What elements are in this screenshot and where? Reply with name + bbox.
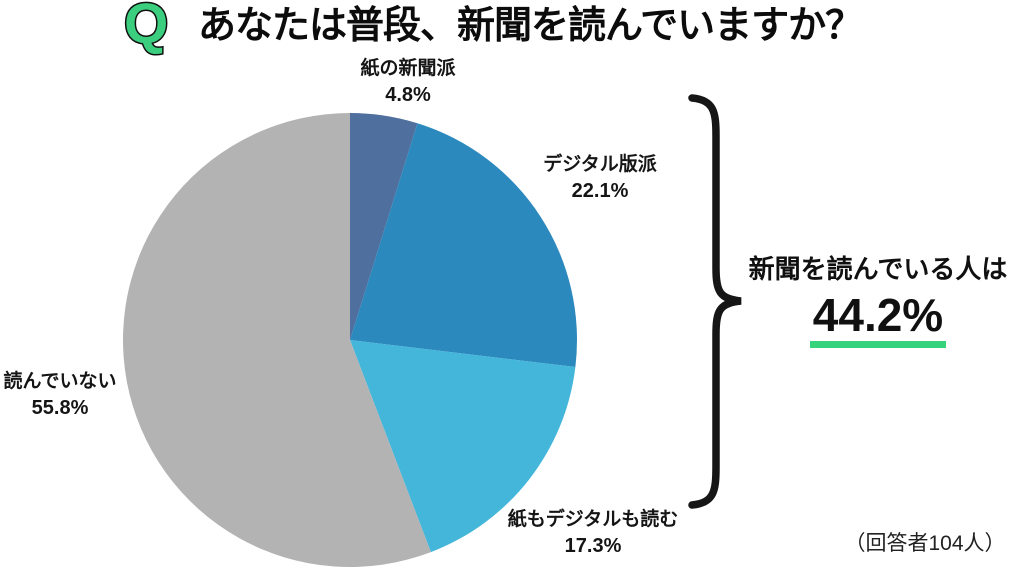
- pie-label-paper-value: 4.8%: [385, 84, 431, 107]
- annotation: 新聞を読んでいる人は 44.2%: [740, 249, 1016, 349]
- pie-label-paper-name: 紙の新聞派: [360, 58, 456, 79]
- question-icon: Q: [122, 0, 169, 58]
- annotation-value: 44.2%: [809, 291, 947, 349]
- pie-label-digital-name: デジタル版派: [543, 154, 657, 175]
- pie-slice-1: [350, 113, 418, 340]
- pie-label-digital: デジタル版派 22.1%: [495, 152, 705, 206]
- pie-label-paper: 紙の新聞派 4.8%: [318, 56, 498, 110]
- page-title: あなたは普段、新聞を読んでいますか？: [198, 5, 863, 47]
- annotation-lead: 新聞を読んでいる人は: [748, 254, 1008, 284]
- pie-slice-4: [122, 113, 431, 567]
- pie-label-digital-value: 22.1%: [571, 180, 629, 203]
- pie-label-both-name: 紙もデジタルも読む: [507, 509, 679, 530]
- pie-label-none-name: 読んでいない: [3, 371, 117, 392]
- pie-label-both-value: 17.3%: [564, 535, 622, 558]
- pie-label-both: 紙もデジタルも読む 17.3%: [463, 507, 723, 561]
- respondents-note: （回答者104人）: [844, 532, 1006, 555]
- pie-label-none-value: 55.8%: [31, 397, 89, 420]
- pie-label-none: 読んでいない 55.8%: [0, 369, 145, 423]
